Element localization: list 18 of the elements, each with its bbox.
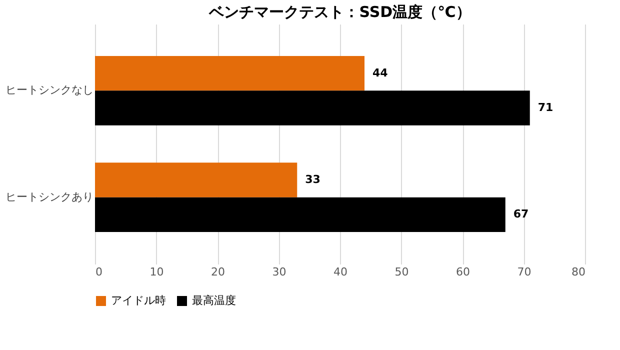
chart-title: ベンチマークテスト：SSD温度（℃） [208, 3, 471, 21]
x-tick-label: 20 [211, 266, 225, 278]
legend-label: 最高温度 [192, 294, 236, 307]
x-tick-label: 70 [517, 266, 532, 278]
data-label: 67 [513, 208, 529, 221]
data-label: 33 [305, 173, 320, 186]
data-label: 71 [538, 101, 554, 114]
x-tick-label: 60 [456, 266, 470, 278]
x-tick-label: 40 [334, 266, 348, 278]
x-tick-label: 0 [96, 266, 102, 278]
x-tick-label: 30 [272, 266, 286, 278]
x-tick-label: 50 [394, 266, 409, 278]
x-tick-label: 80 [572, 266, 586, 278]
legend-label: アイドル時 [111, 294, 166, 307]
y-tick-label: ヒートシンクなし [6, 84, 94, 97]
x-tick-label: 10 [150, 266, 164, 278]
y-tick-label: ヒートシンクあり [6, 190, 94, 204]
data-label: 44 [372, 66, 388, 80]
